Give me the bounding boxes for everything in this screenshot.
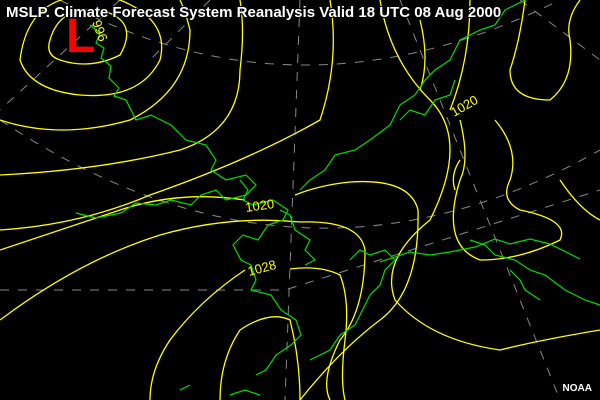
isobar-label: 1020	[244, 196, 275, 215]
credit-label: NOAA	[562, 383, 592, 394]
isobar-label: 1028	[246, 257, 278, 279]
coastlines	[75, 0, 600, 396]
isobar-label: 996	[89, 18, 111, 44]
low-pressure-center: L	[66, 10, 95, 63]
map-title: MSLP. Climate Forecast System Reanalysis…	[6, 4, 502, 21]
isobar-labels: 996 1020 1020 1028	[89, 18, 480, 279]
isobar-label: 1020	[448, 92, 481, 119]
